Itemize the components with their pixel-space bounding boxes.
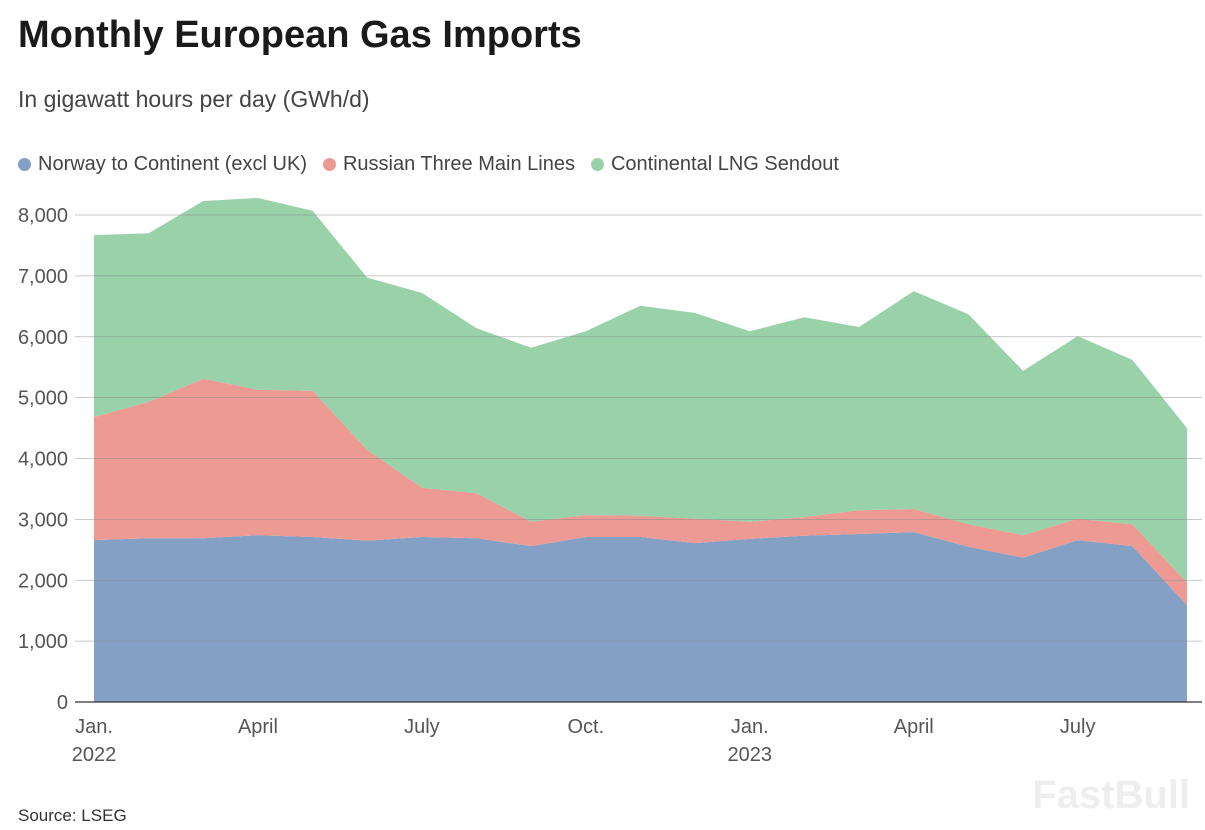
area-series-0 bbox=[94, 532, 1187, 702]
legend: Norway to Continent (excl UK) Russian Th… bbox=[18, 153, 839, 176]
y-tick-label: 5,000 bbox=[18, 388, 68, 410]
chart-title: Monthly European Gas Imports bbox=[18, 14, 582, 56]
x-tick-label: Jan. bbox=[731, 716, 769, 738]
y-tick-label: 4,000 bbox=[18, 449, 68, 471]
chart-subtitle: In gigawatt hours per day (GWh/d) bbox=[18, 86, 370, 112]
y-tick-label: 1,000 bbox=[18, 631, 68, 653]
watermark-logo: FastBull bbox=[1032, 773, 1190, 817]
area-series-1 bbox=[94, 378, 1187, 606]
legend-item-lng: Continental LNG Sendout bbox=[590, 153, 839, 176]
x-tick-label: July bbox=[404, 716, 440, 738]
source-note: Source: LSEG bbox=[18, 806, 127, 825]
y-tick-label: 8,000 bbox=[18, 205, 68, 227]
legend-swatch bbox=[322, 158, 336, 171]
legend-label: Norway to Continent (excl UK) bbox=[38, 153, 307, 175]
y-tick-label: 3,000 bbox=[18, 509, 68, 531]
area-series-2 bbox=[94, 197, 1187, 583]
y-tick-label: 2,000 bbox=[18, 570, 68, 592]
x-tick-year: 2022 bbox=[72, 744, 117, 766]
y-tick-label: 6,000 bbox=[18, 327, 68, 349]
x-tick-year: 2023 bbox=[728, 744, 773, 766]
x-tick-label: April bbox=[894, 716, 934, 738]
x-tick-label: April bbox=[238, 716, 278, 738]
x-tick-label: Oct. bbox=[568, 716, 605, 738]
legend-swatch bbox=[590, 158, 604, 171]
y-tick-label: 7,000 bbox=[18, 266, 68, 288]
legend-swatch bbox=[18, 158, 31, 171]
y-tick-label: 0 bbox=[57, 692, 68, 714]
legend-label: Continental LNG Sendout bbox=[610, 153, 839, 175]
x-tick-label: Jan. bbox=[75, 716, 113, 738]
x-tick-label: July bbox=[1060, 716, 1096, 738]
legend-item-russian: Russian Three Main Lines bbox=[322, 153, 575, 176]
legend-label: Russian Three Main Lines bbox=[342, 153, 575, 175]
legend-item-norway: Norway to Continent (excl UK) bbox=[18, 153, 307, 176]
